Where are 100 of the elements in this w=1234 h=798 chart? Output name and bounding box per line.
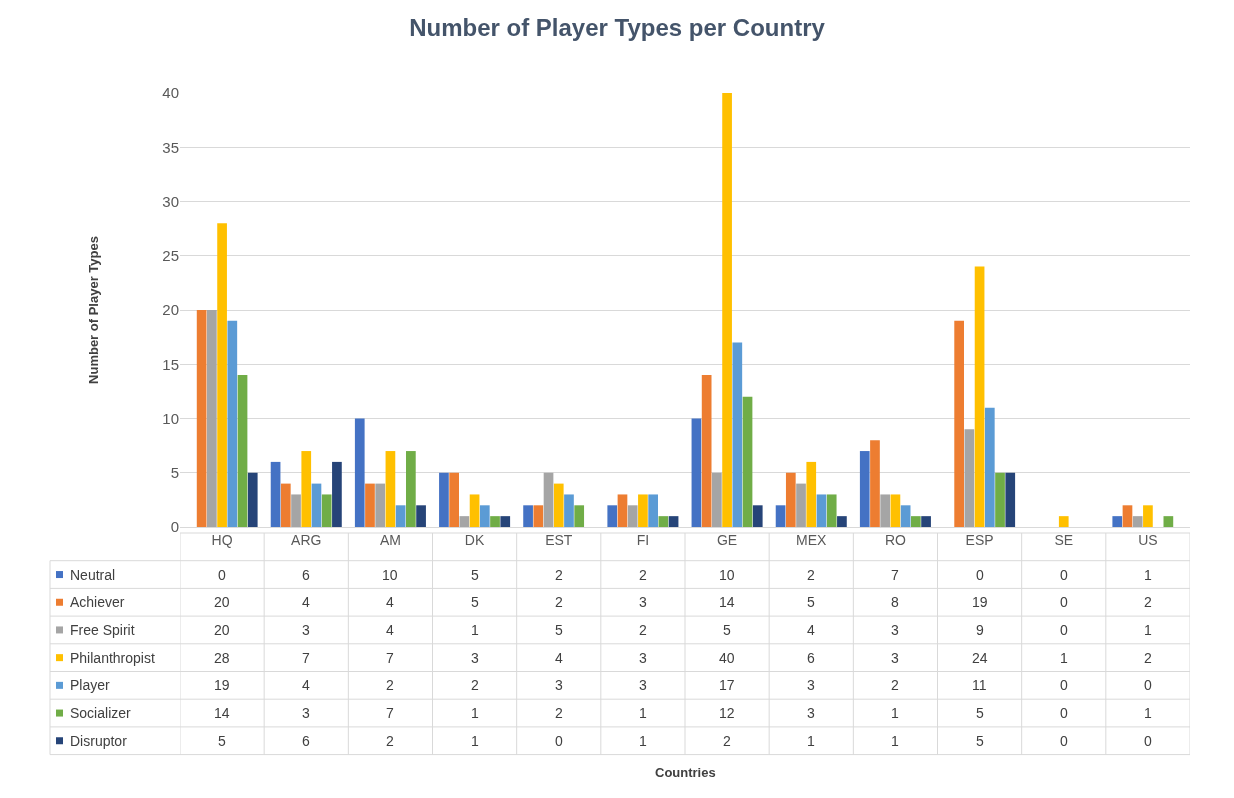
y-tick-label: 40 bbox=[162, 84, 179, 102]
bar bbox=[227, 320, 238, 527]
data-label: 0 bbox=[218, 567, 226, 583]
bar bbox=[826, 494, 837, 527]
data-label: 6 bbox=[302, 567, 310, 583]
y-tick-label: 30 bbox=[162, 192, 179, 210]
data-label: 2 bbox=[555, 567, 563, 583]
bar bbox=[1122, 505, 1133, 527]
text: Countries bbox=[655, 765, 716, 780]
bar bbox=[543, 472, 554, 527]
legend-label: Achiever bbox=[70, 594, 125, 610]
bar bbox=[964, 429, 975, 527]
bar bbox=[385, 451, 396, 527]
bar bbox=[859, 451, 870, 527]
y-axis-title: Number of Player Types bbox=[86, 236, 102, 384]
data-label: 3 bbox=[639, 677, 647, 693]
data-label: 12 bbox=[719, 705, 735, 721]
data-label: 7 bbox=[302, 650, 310, 666]
data-label: 2 bbox=[555, 594, 563, 610]
bar bbox=[533, 505, 544, 527]
data-label: 2 bbox=[1144, 594, 1152, 610]
bar bbox=[648, 494, 658, 527]
legend-label: Neutral bbox=[70, 567, 116, 583]
data-label: 5 bbox=[807, 594, 815, 610]
y-tick-label: 15 bbox=[162, 355, 179, 373]
data-label: 1 bbox=[1144, 705, 1152, 721]
bar bbox=[880, 494, 891, 527]
bar bbox=[1143, 505, 1153, 527]
y-tick-label: 5 bbox=[170, 464, 179, 481]
data-label: 20 bbox=[214, 622, 230, 638]
data-label: 0 bbox=[1060, 677, 1068, 693]
data-label: 0 bbox=[1060, 705, 1068, 721]
bar bbox=[890, 494, 901, 527]
bar bbox=[291, 494, 301, 527]
bar bbox=[301, 451, 312, 527]
data-label: 5 bbox=[218, 733, 226, 749]
legend-label: Philanthropist bbox=[70, 650, 155, 666]
data-label: 17 bbox=[719, 677, 735, 693]
data-label: 2 bbox=[555, 705, 563, 721]
bar bbox=[365, 483, 375, 527]
bar bbox=[564, 494, 574, 527]
data-label: 9 bbox=[976, 622, 984, 638]
bar bbox=[617, 494, 628, 527]
bar bbox=[995, 472, 1005, 527]
bar bbox=[247, 472, 258, 527]
data-label: 2 bbox=[891, 677, 899, 693]
data-label: 1 bbox=[891, 733, 899, 749]
data-label: 1 bbox=[891, 705, 899, 721]
data-label: 4 bbox=[302, 677, 310, 693]
data-label: 4 bbox=[386, 594, 394, 610]
legend-label: Free Spirit bbox=[70, 622, 135, 638]
data-label: 2 bbox=[386, 677, 394, 693]
data-label: 3 bbox=[807, 677, 815, 693]
data-label: 2 bbox=[386, 733, 394, 749]
data-label: 1 bbox=[471, 622, 479, 638]
data-label: 1 bbox=[1144, 567, 1152, 583]
legend-label: Disruptor bbox=[70, 733, 128, 749]
data-label: 0 bbox=[1144, 677, 1152, 693]
x-tick-label: EST bbox=[545, 531, 573, 548]
x-tick-label: FI bbox=[636, 531, 650, 548]
bar bbox=[395, 505, 406, 527]
data-label: 0 bbox=[1060, 567, 1068, 583]
data-label: 3 bbox=[302, 622, 310, 638]
bar bbox=[354, 418, 365, 527]
x-tick-label: MEX bbox=[796, 531, 828, 548]
bar bbox=[217, 223, 227, 527]
data-label: 5 bbox=[723, 622, 731, 638]
data-label: 1 bbox=[807, 733, 815, 749]
data-label: 20 bbox=[214, 594, 230, 610]
data-label: 7 bbox=[891, 567, 899, 583]
data-label: 3 bbox=[639, 594, 647, 610]
data-label: 4 bbox=[555, 650, 563, 666]
bar bbox=[1132, 516, 1143, 527]
data-label: 1 bbox=[471, 705, 479, 721]
bar bbox=[984, 407, 995, 527]
data-label: 8 bbox=[891, 594, 899, 610]
bar bbox=[806, 461, 817, 527]
data-label: 5 bbox=[976, 733, 984, 749]
bar bbox=[270, 461, 281, 527]
bar bbox=[237, 375, 248, 527]
bar bbox=[870, 440, 880, 527]
bar bbox=[921, 516, 931, 527]
x-tick-label: HQ bbox=[211, 531, 233, 548]
data-label: 2 bbox=[471, 677, 479, 693]
bar bbox=[406, 451, 416, 527]
bar bbox=[449, 472, 459, 527]
data-label: 3 bbox=[891, 622, 899, 638]
bar bbox=[332, 461, 342, 527]
data-label: 24 bbox=[972, 650, 988, 666]
bar bbox=[954, 320, 964, 527]
data-label: 1 bbox=[471, 733, 479, 749]
data-label: 10 bbox=[382, 567, 398, 583]
x-tick-label: US bbox=[1138, 531, 1158, 548]
bar bbox=[574, 505, 585, 527]
data-label: 11 bbox=[972, 677, 987, 693]
data-label: 1 bbox=[639, 733, 647, 749]
data-label: 3 bbox=[471, 650, 479, 666]
bar bbox=[1163, 516, 1174, 527]
data-label: 0 bbox=[1060, 733, 1068, 749]
bar bbox=[668, 516, 679, 527]
